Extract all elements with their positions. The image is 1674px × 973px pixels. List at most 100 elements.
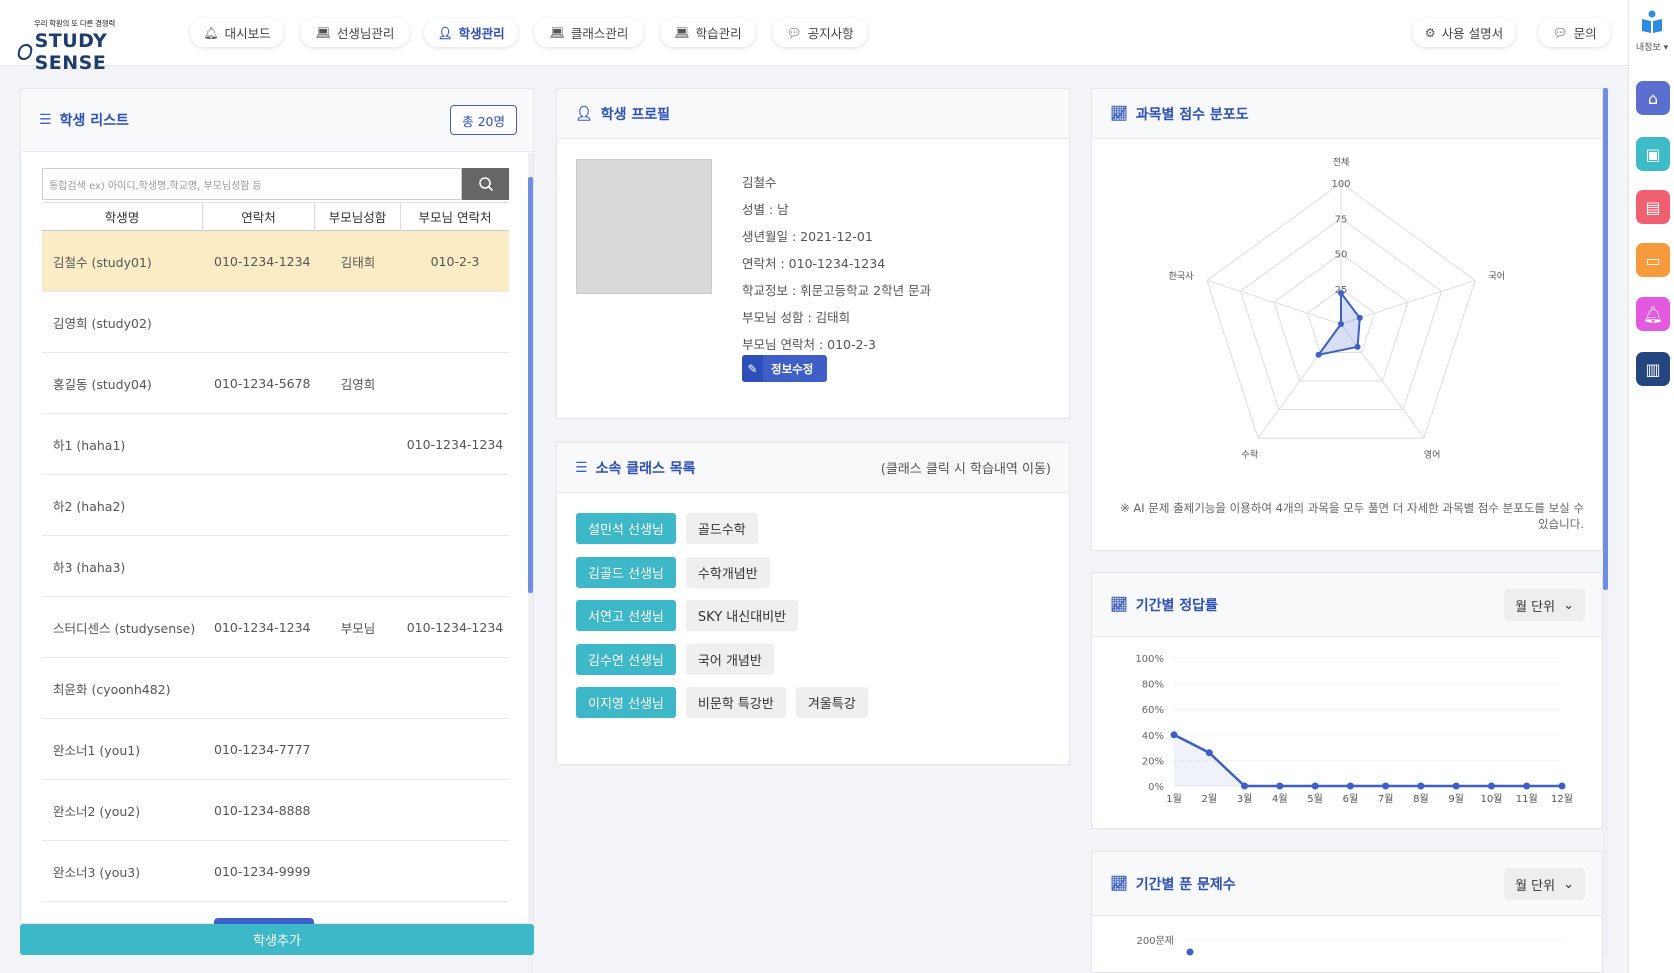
radar-tick-label: 50: [1335, 250, 1348, 261]
id-card-icon[interactable]: ▤: [1636, 190, 1670, 224]
add-student-button[interactable]: 학생추가: [20, 924, 534, 955]
profile-school: 학교정보 : 휘문고등학교 2학년 문과: [742, 283, 932, 298]
solved-count-panel: 📈︎ 기간별 푼 문제수 월 단위 ⌄ 200문제: [1091, 851, 1603, 973]
solved-chart: 200문제: [1137, 935, 1562, 956]
studysense-logo[interactable]: 우리 학원의 또 다른 경쟁력 STUDY SENSE: [16, 18, 180, 74]
nav-user-manual[interactable]: ⚙ 사용 설명서: [1412, 18, 1516, 47]
nav-notices[interactable]: 💬︎ 공지사항: [772, 18, 868, 47]
profile-parent-phone: 부모님 연락처 : 010-2-3: [742, 337, 876, 352]
teacher-chip[interactable]: 이지영 선생님: [576, 687, 676, 718]
solved-unit-select[interactable]: 월 단위 ⌄: [1504, 868, 1585, 900]
nav-class-management[interactable]: 💻︎ 클래스관리: [534, 18, 644, 47]
student-row[interactable]: 완소너3 (you3) 010-1234-9999: [42, 841, 509, 902]
accuracy-y-tick: 80%: [1142, 680, 1164, 691]
accuracy-x-tick: 1월: [1166, 793, 1182, 805]
radar-tick-label: 75: [1335, 214, 1348, 225]
student-row[interactable]: 최윤화 (cyoonh482): [42, 658, 509, 719]
student-list-panel: ☰ 학생 리스트 총 20명 통합검색 ex) 아이디,학생명,학교명, 부모님…: [20, 88, 534, 973]
student-row[interactable]: 완소너2 (you2) 010-1234-8888: [42, 780, 509, 841]
user-icon: 👤︎: [575, 105, 593, 122]
accuracy-point: [1382, 782, 1390, 790]
radar-category-label: 한국사: [1169, 271, 1195, 282]
chevron-down-icon: ⌄: [1563, 597, 1574, 613]
radar-header: 📈︎ 과목별 점수 분포도: [1092, 89, 1602, 139]
class-chip[interactable]: 겨울특강: [795, 687, 868, 718]
teacher-chip[interactable]: 김골드 선생님: [576, 556, 676, 588]
student-row[interactable]: 김영희 (study02): [42, 292, 509, 353]
student-total-badge[interactable]: 총 20명: [450, 105, 517, 135]
user-icon: 👤︎: [437, 25, 453, 40]
profile-parent-name: 부모님 성함 : 김태희: [742, 310, 851, 325]
nav-learning-management[interactable]: 💻︎ 학습관리: [660, 18, 756, 47]
student-row[interactable]: 김철수 (study01) 010-1234-1234 김태희 010-2-3: [42, 231, 509, 292]
profile-name: 김철수: [742, 175, 777, 190]
nav-teacher-management[interactable]: 💻︎ 선생님관리: [300, 18, 410, 47]
monitor-icon[interactable]: ▭: [1636, 243, 1670, 277]
nav-inquiry[interactable]: 💬︎ 문의: [1538, 18, 1611, 47]
accuracy-panel: 📈︎ 기간별 정답률 월 단위 ⌄ 0% 20% 40% 60% 80% 100% 1월 2월…: [1091, 572, 1603, 829]
class-chip[interactable]: 국어 개념반: [685, 643, 774, 675]
class-chip[interactable]: SKY 내신대비반: [685, 600, 799, 631]
logo-tagline: 우리 학원의 또 다른 경쟁력: [34, 19, 115, 28]
student-row[interactable]: 홍길동 (study04) 010-1234-5678 김영희: [42, 353, 509, 414]
accuracy-x-tick: 12월: [1551, 793, 1573, 805]
parent-phone-cell: 010-2-3: [430, 253, 480, 269]
student-name-cell: 스터디센스 (studysense): [53, 620, 196, 636]
radar-data-point: [1338, 289, 1344, 296]
profile-header: 👤︎ 학생 프로필: [557, 89, 1069, 139]
teacher-chip[interactable]: 김수연 선생님: [576, 643, 676, 675]
search-icon: [478, 177, 493, 192]
parent-name-cell: 부모님: [340, 620, 376, 636]
solved-point: [1186, 948, 1194, 956]
search-button[interactable]: [462, 168, 509, 200]
nav-inquiry-label: 문의: [1573, 26, 1597, 41]
teacher-chip[interactable]: 서연고 선생님: [576, 600, 676, 631]
student-name-cell: 완소너3 (you3): [53, 864, 141, 880]
radar-grid-ring: [1273, 252, 1409, 382]
student-name-cell: 완소너1 (you1): [53, 742, 141, 758]
book-rail-icon[interactable]: ▥: [1636, 352, 1670, 386]
radar-data-area: [1316, 289, 1361, 357]
radar-category-label: 전체: [1333, 157, 1350, 168]
student-row[interactable]: 하1 (haha1) 010-1234-1234: [42, 414, 509, 475]
nav-manual-label: 사용 설명서: [1441, 26, 1504, 41]
teacher-board-icon[interactable]: ▣: [1636, 137, 1670, 171]
nav-dashboard[interactable]: 🔔︎ 대시보드: [190, 18, 284, 47]
class-chip[interactable]: 골드수학: [685, 513, 758, 544]
right-column-scroll-thumb[interactable]: [1603, 88, 1608, 590]
nav-student-management[interactable]: 👤︎ 학생관리: [424, 18, 518, 47]
profile-birth: 생년월일 : 2021-12-01: [742, 229, 873, 244]
list-icon: ☰: [575, 459, 588, 476]
bell-rail-icon[interactable]: 🔔︎: [1636, 297, 1670, 331]
parent-phone-cell: 010-1234-1234: [406, 619, 504, 635]
accuracy-x-tick: 7월: [1378, 793, 1394, 805]
accuracy-x-tick: 10월: [1480, 793, 1502, 805]
chevron-down-icon: ⌄: [1563, 876, 1574, 892]
edit-profile-button[interactable]: ✎ 정보수정: [742, 355, 827, 382]
student-name-cell: 하3 (haha3): [53, 559, 126, 575]
my-info-book-icon[interactable]: [1641, 10, 1663, 34]
accuracy-point: [1558, 782, 1566, 790]
student-name-cell: 최윤화 (cyoonh482): [53, 681, 171, 697]
nav-class-label: 클래스관리: [570, 26, 629, 41]
student-search-input[interactable]: 통합검색 ex) 아이디,학생명,학교명, 부모님성함 등: [42, 168, 462, 200]
bell-icon: 🔔︎: [203, 25, 219, 40]
student-list-scroll-thumb[interactable]: [528, 177, 533, 593]
student-row[interactable]: 하3 (haha3): [42, 536, 509, 597]
right-quick-rail: 내정보 ▾ ⌂ ▣ ▤ ▭ 🔔︎ ▥: [1628, 0, 1674, 973]
student-row[interactable]: 하2 (haha2): [42, 475, 509, 536]
teacher-chip[interactable]: 설민석 선생님: [576, 513, 676, 544]
student-photo: [576, 159, 712, 294]
radar-axis-line: [1340, 323, 1425, 439]
class-chip[interactable]: 수학개념반: [685, 556, 770, 588]
student-row[interactable]: 완소너1 (you1) 010-1234-7777: [42, 719, 509, 780]
my-info-label[interactable]: 내정보 ▾: [1635, 43, 1669, 53]
laptop-icon: 💻︎: [674, 25, 690, 40]
accuracy-unit-select[interactable]: 월 단위 ⌄: [1504, 589, 1585, 621]
radar-data-point: [1338, 321, 1344, 327]
home-icon[interactable]: ⌂: [1636, 81, 1670, 115]
class-chip[interactable]: 비문학 특강반: [685, 687, 786, 718]
student-phone-cell: 010-1234-1234: [214, 253, 311, 269]
profile-phone: 연락처 : 010-1234-1234: [742, 256, 886, 271]
student-row[interactable]: 스터디센스 (studysense) 010-1234-1234 부모님 010-12…: [42, 597, 509, 658]
